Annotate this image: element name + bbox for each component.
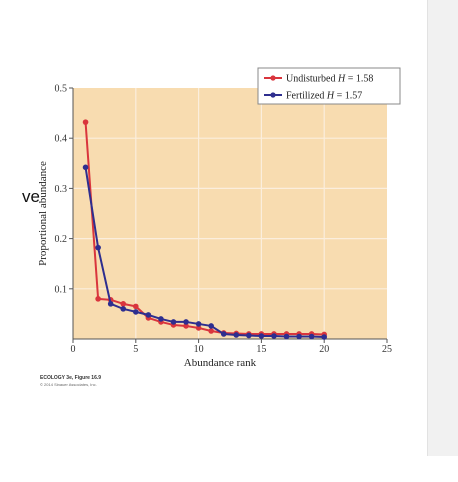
y-tick-label: 0.2 <box>55 234 68 245</box>
axis-layer: 0 5 10 15 20 25 0.1 0.2 0.3 0.4 0.5 <box>55 84 393 356</box>
series-layer <box>82 119 328 340</box>
y-tick-label: 0.3 <box>55 184 68 195</box>
data-point <box>195 321 202 327</box>
legend: Undisturbed H = 1.58 Fertilized H = 1.57 <box>257 67 401 105</box>
data-point <box>258 333 265 339</box>
data-point <box>82 119 89 125</box>
legend-swatch-marker <box>270 92 276 98</box>
data-point <box>283 333 290 340</box>
data-point <box>246 332 252 339</box>
x-axis-label: Abundance rank <box>184 357 257 369</box>
data-point <box>95 244 101 251</box>
data-point <box>82 164 89 171</box>
plot-area <box>73 88 387 339</box>
data-point <box>133 303 139 310</box>
figure-credit-title: ECOLOGY 3e, Figure 16.9 <box>40 375 102 381</box>
data-point <box>145 312 152 318</box>
y-tick-label: 0.4 <box>55 134 68 145</box>
x-tick-label: 5 <box>133 344 138 355</box>
y-tick-label: 0.5 <box>55 84 68 95</box>
data-point <box>158 316 164 322</box>
data-point <box>183 319 189 325</box>
data-point <box>120 306 127 312</box>
legend-entry-label: Fertilized H = 1.57 <box>286 91 362 102</box>
x-tick-label: 15 <box>256 344 266 355</box>
data-point <box>183 323 189 329</box>
x-tick-label: 10 <box>194 344 204 355</box>
data-point <box>271 333 277 339</box>
data-point <box>321 334 328 340</box>
side-panel <box>427 0 458 456</box>
figure-credit-copyright: © 2014 Sinauer Associates, Inc. <box>40 382 97 387</box>
data-point <box>233 332 240 338</box>
data-point <box>133 309 139 315</box>
legend-box <box>257 67 401 105</box>
series-fertilized <box>82 164 328 340</box>
slide-text-fragment: ve <box>22 187 40 206</box>
data-point <box>208 328 214 334</box>
data-point <box>220 331 227 337</box>
data-point <box>95 296 101 302</box>
data-point <box>170 319 177 325</box>
abundance-chart: 0 5 10 15 20 25 0.1 0.2 0.3 0.4 0.5 Undisturbed H … <box>37 67 401 369</box>
x-tick-label: 0 <box>71 344 76 355</box>
grid-layer <box>73 88 387 339</box>
legend-swatch-marker <box>270 75 276 81</box>
data-point <box>107 301 114 307</box>
x-tick-label: 20 <box>319 344 329 355</box>
data-point <box>195 325 202 331</box>
y-axis-label: Proportional abundance <box>37 161 49 266</box>
x-tick-label: 25 <box>382 344 392 355</box>
data-point <box>296 333 302 340</box>
legend-entry-label: Undisturbed H = 1.58 <box>286 74 373 85</box>
data-point <box>308 333 315 340</box>
data-point <box>120 301 127 307</box>
y-tick-label: 0.1 <box>55 284 68 295</box>
data-point <box>208 323 214 329</box>
